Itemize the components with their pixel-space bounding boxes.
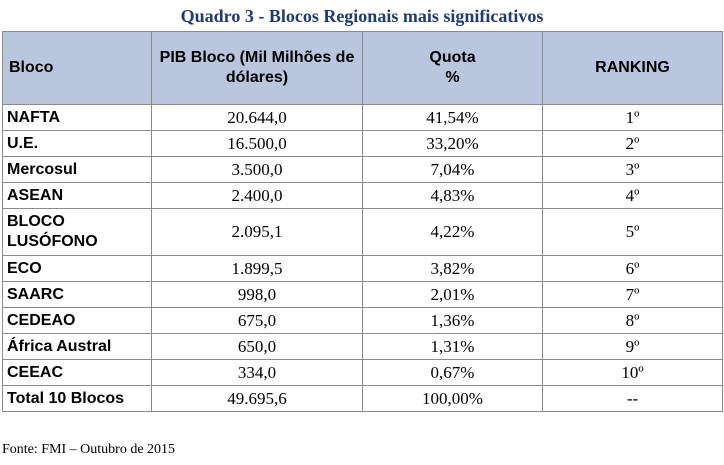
cell-bloco: NAFTA <box>2 104 152 131</box>
header-bloco: Bloco <box>2 31 152 105</box>
cell-quota: 0,67% <box>362 359 543 386</box>
header-pib: PIB Bloco (Mil Milhões de dólares) <box>151 31 363 105</box>
table-row: África Austral 650,0 1,31% 9º <box>2 333 723 360</box>
table-row: CEDEAO 675,0 1,36% 8º <box>2 307 723 334</box>
cell-quota: 7,04% <box>362 156 543 183</box>
cell-ranking: 1º <box>542 104 723 131</box>
header-quota: Quota % <box>362 31 543 105</box>
table-row: Mercosul 3.500,0 7,04% 3º <box>2 156 723 183</box>
cell-ranking: 6º <box>542 255 723 282</box>
table-row: CEEAC 334,0 0,67% 10º <box>2 359 723 386</box>
cell-pib: 3.500,0 <box>151 156 363 183</box>
cell-bloco: U.E. <box>2 130 152 157</box>
cell-ranking: 10º <box>542 359 723 386</box>
table-row: SAARC 998,0 2,01% 7º <box>2 281 723 308</box>
cell-bloco: África Austral <box>2 333 152 360</box>
cell-pib: 675,0 <box>151 307 363 334</box>
cell-pib: 998,0 <box>151 281 363 308</box>
cell-quota: 2,01% <box>362 281 543 308</box>
cell-ranking: -- <box>542 385 723 412</box>
cell-bloco: ECO <box>2 255 152 282</box>
cell-bloco: SAARC <box>2 281 152 308</box>
cell-bloco: BLOCO LUSÓFONO <box>2 208 152 256</box>
header-ranking: RANKING <box>542 31 723 105</box>
cell-pib: 334,0 <box>151 359 363 386</box>
cell-pib: 1.899,5 <box>151 255 363 282</box>
cell-pib: 16.500,0 <box>151 130 363 157</box>
cell-pib: 20.644,0 <box>151 104 363 131</box>
cell-bloco: CEEAC <box>2 359 152 386</box>
cell-quota: 1,36% <box>362 307 543 334</box>
table-row: NAFTA 20.644,0 41,54% 1º <box>2 104 723 131</box>
cell-bloco: Mercosul <box>2 156 152 183</box>
table-total-row: Total 10 Blocos 49.695,6 100,00% -- <box>2 385 723 412</box>
table-row: ASEAN 2.400,0 4,83% 4º <box>2 182 723 209</box>
cell-pib: 2.095,1 <box>151 208 363 256</box>
cell-quota: 100,00% <box>362 385 543 412</box>
header-quota-label: Quota <box>429 49 476 66</box>
table-row: U.E. 16.500,0 33,20% 2º <box>2 130 723 157</box>
table-row: ECO 1.899,5 3,82% 6º <box>2 255 723 282</box>
cell-ranking: 2º <box>542 130 723 157</box>
cell-bloco: CEDEAO <box>2 307 152 334</box>
cell-ranking: 3º <box>542 156 723 183</box>
cell-quota: 1,31% <box>362 333 543 360</box>
cell-ranking: 7º <box>542 281 723 308</box>
cell-quota: 33,20% <box>362 130 543 157</box>
cell-quota: 41,54% <box>362 104 543 131</box>
table-row: BLOCO LUSÓFONO 2.095,1 4,22% 5º <box>2 208 723 256</box>
regional-blocks-table: Bloco PIB Bloco (Mil Milhões de dólares)… <box>2 31 723 412</box>
cell-ranking: 5º <box>542 208 723 256</box>
header-quota-unit: % <box>445 69 460 86</box>
cell-ranking: 4º <box>542 182 723 209</box>
cell-bloco: Total 10 Blocos <box>2 385 152 412</box>
table-header-row: Bloco PIB Bloco (Mil Milhões de dólares)… <box>2 31 723 105</box>
source-note: Fonte: FMI – Outubro de 2015 <box>2 442 176 457</box>
cell-quota: 4,22% <box>362 208 543 256</box>
cell-ranking: 8º <box>542 307 723 334</box>
cell-pib: 49.695,6 <box>151 385 363 412</box>
table-title: Quadro 3 - Blocos Regionais mais signifi… <box>180 6 544 26</box>
cell-bloco: ASEAN <box>2 182 152 209</box>
cell-quota: 4,83% <box>362 182 543 209</box>
cell-ranking: 9º <box>542 333 723 360</box>
cell-pib: 2.400,0 <box>151 182 363 209</box>
cell-pib: 650,0 <box>151 333 363 360</box>
cell-quota: 3,82% <box>362 255 543 282</box>
